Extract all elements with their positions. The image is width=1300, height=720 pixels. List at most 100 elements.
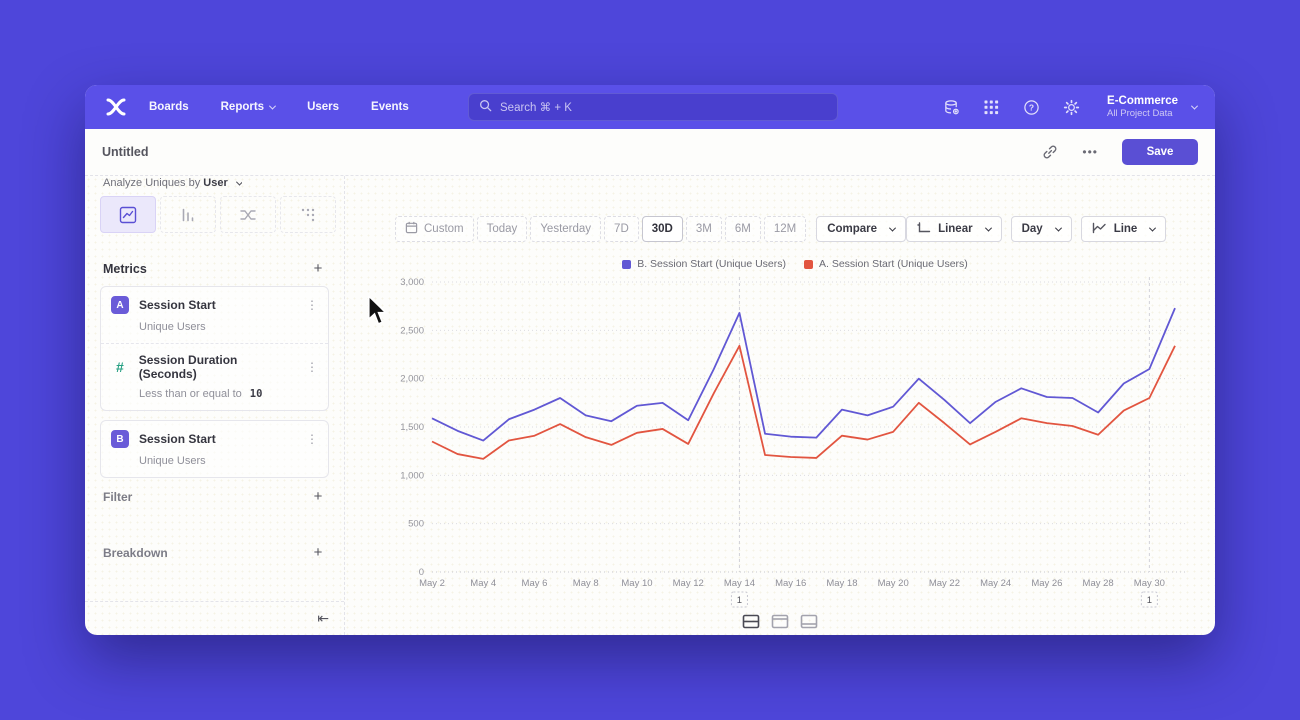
- line-chart-icon: [1092, 222, 1107, 237]
- tab-dots-grid[interactable]: [280, 196, 336, 233]
- mixpanel-logo-icon[interactable]: [103, 96, 129, 118]
- query-builder-sidebar: Analyze Uniques by User: [85, 176, 345, 635]
- share-link-icon[interactable]: [1042, 144, 1058, 160]
- x-tick-label: May 8: [573, 578, 599, 589]
- kebab-menu-icon[interactable]: ⋮: [306, 432, 318, 446]
- nav-link-reports[interactable]: Reports: [221, 101, 277, 113]
- metric-subtitle-text: Unique Users: [139, 321, 206, 333]
- line-chart-svg[interactable]: 0 500 1,000 1,500 2,000 2,500 3,000 May 2 May 4 M…: [395, 273, 1195, 613]
- chevron-down-icon: [984, 224, 992, 232]
- y-tick-label: 0: [419, 567, 424, 578]
- apps-grid-icon[interactable]: [981, 97, 1001, 117]
- tab-flows[interactable]: [220, 196, 276, 233]
- chevron-down-icon: [269, 102, 277, 110]
- chevron-down-icon: [235, 178, 242, 186]
- insights-chart[interactable]: B. Session Start (Unique Users) A. Sessio…: [395, 255, 1195, 618]
- kebab-menu-icon[interactable]: ⋮: [306, 298, 318, 312]
- divider: [101, 343, 328, 344]
- x-tick-label: May 20: [878, 578, 909, 589]
- search-input[interactable]: Search ⌘ + K: [468, 93, 838, 121]
- legend-swatch: [622, 259, 632, 269]
- range-3m[interactable]: 3M: [685, 216, 722, 242]
- range-label: 30D: [651, 223, 673, 235]
- kebab-menu-icon[interactable]: ⋮: [306, 360, 318, 374]
- legend-item[interactable]: A. Session Start (Unique Users): [804, 258, 968, 270]
- analyze-by-label: Analyze Uniques by: [103, 177, 201, 189]
- range-7d[interactable]: 7D: [604, 216, 639, 242]
- metric-subtitle: Less than or equal to 10: [139, 388, 318, 400]
- search-icon: [479, 99, 492, 115]
- nav-link-events[interactable]: Events: [371, 101, 409, 113]
- x-tick-label: May 26: [1031, 578, 1062, 589]
- x-tick-label: May 28: [1083, 578, 1114, 589]
- tab-bar-chart[interactable]: [160, 196, 216, 233]
- project-selector[interactable]: E-Commerce All Project Data: [1107, 95, 1199, 119]
- scale-dropdown[interactable]: Linear: [906, 216, 1002, 242]
- more-options-button[interactable]: •••: [1082, 145, 1098, 159]
- metric-filter-value[interactable]: 10: [249, 388, 263, 400]
- svg-text:?: ?: [1028, 102, 1033, 112]
- range-yesterday[interactable]: Yesterday: [530, 216, 602, 242]
- range-12m[interactable]: 12M: [763, 216, 807, 242]
- range-today[interactable]: Today: [476, 216, 528, 242]
- mouse-cursor: [366, 294, 392, 331]
- x-tick-label: May 14: [724, 578, 755, 589]
- range-6m[interactable]: 6M: [724, 216, 761, 242]
- data-pipeline-icon[interactable]: [941, 97, 961, 117]
- x-tick-label: May 6: [522, 578, 548, 589]
- settings-gear-icon[interactable]: [1061, 97, 1081, 117]
- compare-button[interactable]: Compare: [816, 216, 907, 242]
- top-nav: Boards Reports Users Events Search ⌘ + K: [85, 85, 1215, 129]
- scale-label: Linear: [938, 223, 973, 235]
- annotation-badge-label: 1: [1147, 595, 1152, 606]
- interval-dropdown[interactable]: Day: [1010, 216, 1072, 242]
- nav-link-label: Users: [307, 101, 340, 113]
- range-label: 7D: [614, 223, 629, 235]
- collapse-sidebar-icon[interactable]: ⇤: [317, 610, 329, 626]
- annotation-badge[interactable]: [1140, 591, 1158, 608]
- legend-item[interactable]: B. Session Start (Unique Users): [622, 258, 786, 270]
- annotation-badge-label: 1: [737, 595, 742, 606]
- range-label: Today: [486, 223, 518, 235]
- help-icon[interactable]: ?: [1021, 97, 1041, 117]
- range-label: 3M: [695, 223, 712, 235]
- nav-link-users[interactable]: Users: [307, 101, 339, 113]
- annotation-badge[interactable]: [730, 591, 748, 608]
- search-placeholder: Search ⌘ + K: [500, 102, 572, 114]
- add-filter-button[interactable]: +: [313, 488, 323, 505]
- chart-type-label: Line: [1113, 223, 1138, 235]
- nav-right-cluster: ? E-Commerce All Project Da: [941, 95, 1199, 119]
- series-line-b[interactable]: [431, 307, 1176, 442]
- metric-group: A Session Start ⋮ Unique Users # Session Dura…: [100, 286, 329, 411]
- breakdown-section: Breakdown +: [103, 544, 326, 561]
- save-button[interactable]: Save: [1122, 139, 1198, 165]
- x-tick-label: May 16: [775, 578, 806, 589]
- chevron-down-icon: [1190, 102, 1199, 110]
- layout-chart-view-button[interactable]: [771, 614, 789, 634]
- report-body: Analyze Uniques by User: [85, 176, 1215, 635]
- analyze-by-control[interactable]: Analyze Uniques by User: [103, 177, 242, 190]
- date-range-group: Custom Today Yesterday 7D 30D 3M 6M 12M: [395, 216, 807, 242]
- range-30d[interactable]: 30D: [641, 216, 683, 242]
- range-custom[interactable]: Custom: [395, 216, 474, 242]
- tab-line-chart[interactable]: [100, 196, 156, 233]
- range-label: 12M: [773, 223, 797, 235]
- project-scope: All Project Data: [1107, 108, 1173, 119]
- y-tick-label: 3,000: [400, 277, 424, 288]
- series-line-a[interactable]: [431, 344, 1176, 460]
- nav-link-boards[interactable]: Boards: [149, 101, 189, 113]
- add-breakdown-button[interactable]: +: [313, 544, 323, 561]
- metric-card[interactable]: # Session Duration (Seconds) ⋮ Less than or…: [101, 344, 328, 410]
- x-tick-label: May 10: [621, 578, 652, 589]
- layout-split-view-button[interactable]: [742, 614, 760, 634]
- metric-subtitle: Unique Users: [139, 321, 318, 333]
- nav-link-label: Events: [371, 101, 409, 113]
- report-title[interactable]: Untitled: [102, 145, 149, 159]
- report-header: Untitled ••• Save: [85, 129, 1215, 176]
- chart-type-dropdown[interactable]: Line: [1080, 216, 1167, 242]
- layout-table-view-button[interactable]: [800, 614, 818, 634]
- add-metric-button[interactable]: +: [313, 260, 323, 277]
- x-tick-label: May 24: [980, 578, 1011, 589]
- metric-card[interactable]: A Session Start ⋮ Unique Users: [101, 287, 328, 343]
- metric-card[interactable]: B Session Start ⋮ Unique Users: [101, 421, 328, 477]
